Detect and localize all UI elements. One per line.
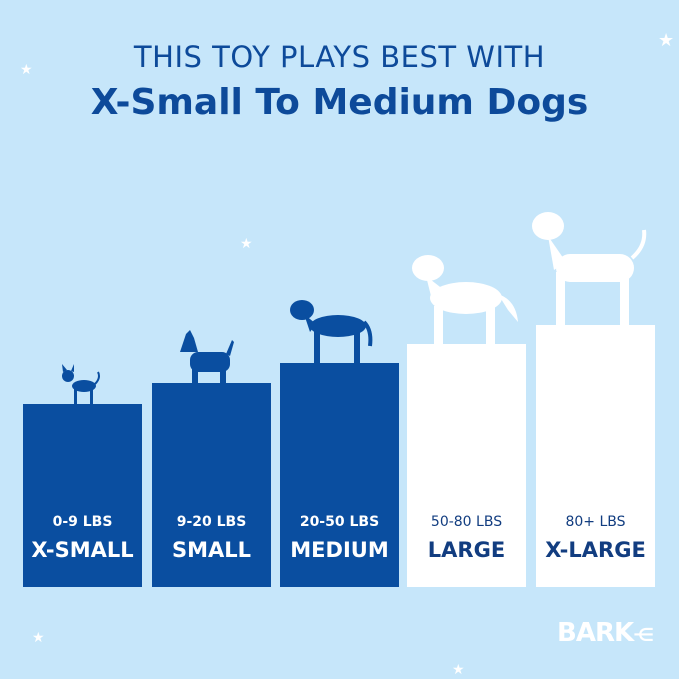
weight-range: 80+ LBS bbox=[565, 514, 626, 530]
chihuahua-icon bbox=[62, 364, 100, 404]
weight-range: 0-9 LBS bbox=[52, 514, 113, 530]
size-label: X-LARGE bbox=[545, 538, 646, 562]
star-icon: ★ bbox=[240, 236, 253, 252]
star-icon: ★ bbox=[658, 30, 675, 51]
retriever-icon bbox=[412, 255, 518, 346]
size-label: SMALL bbox=[171, 538, 252, 562]
size-label: X-SMALL bbox=[31, 538, 134, 562]
labrador-icon bbox=[290, 300, 373, 363]
size-bar-medium: 20-50 LBS MEDIUM bbox=[280, 363, 399, 587]
bark-logo: BARK⋲ bbox=[557, 618, 654, 648]
weight-range: 20-50 LBS bbox=[299, 514, 380, 530]
great-dane-icon bbox=[532, 212, 647, 326]
terrier-icon bbox=[180, 330, 234, 383]
size-label: LARGE bbox=[427, 538, 506, 562]
weight-range: 9-20 LBS bbox=[176, 514, 247, 530]
weight-range: 50-80 LBS bbox=[430, 514, 503, 530]
star-icon: ★ bbox=[452, 662, 465, 678]
star-icon: ★ bbox=[20, 62, 33, 78]
headline-line2: X-Small To Medium Dogs bbox=[90, 82, 589, 123]
headline-line1: THIS TOY PLAYS BEST WITH bbox=[133, 40, 546, 74]
size-label: MEDIUM bbox=[290, 538, 389, 562]
size-bar-x-large: 80+ LBS X-LARGE bbox=[536, 325, 655, 587]
size-bar-small: 9-20 LBS SMALL bbox=[152, 383, 271, 587]
size-bar-large: 50-80 LBS LARGE bbox=[407, 344, 526, 587]
size-bar-x-small: 0-9 LBS X-SMALL bbox=[23, 404, 142, 587]
star-icon: ★ bbox=[32, 630, 45, 646]
